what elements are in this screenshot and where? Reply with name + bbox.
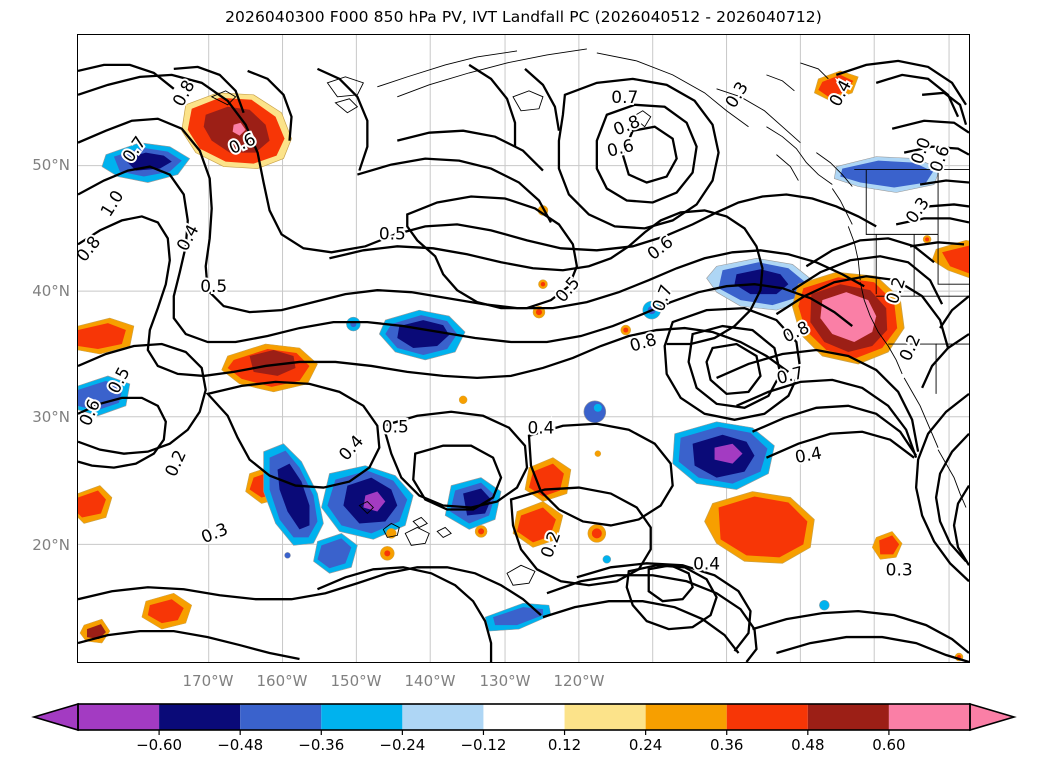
colorbar-swatches xyxy=(0,700,1047,736)
contour-label: 0.3 xyxy=(721,78,752,111)
colorbar-swatch xyxy=(78,704,159,730)
colorbar-swatch xyxy=(808,704,889,730)
contour-label: 0.2 xyxy=(895,331,924,364)
colorbar-swatch xyxy=(565,704,646,730)
colorbar-tick-labels: −0.60 −0.48 −0.36 −0.24 −0.12 0.12 0.24 0.36 0.4… xyxy=(0,736,1047,760)
colorbar-swatch xyxy=(321,704,402,730)
colorbar-swatch xyxy=(727,704,808,730)
colorbar-swatch xyxy=(402,704,483,730)
map-plot-area[interactable]: 0.80.70.61.00.80.40.50.50.70.80.60.30.40… xyxy=(77,34,970,663)
colorbar-tick-label: −0.12 xyxy=(460,736,506,754)
contour-label: 0.2 xyxy=(161,447,190,480)
contour-label: 0.8 xyxy=(627,329,658,356)
contour-label: 0.8 xyxy=(78,232,104,266)
contour-label: 0.5 xyxy=(379,223,406,243)
latitude-tick-label: 30°N xyxy=(10,408,70,426)
longitude-tick-label: 150°W xyxy=(331,672,382,690)
colorbar-tick-label: 0.36 xyxy=(710,736,743,754)
contour-label: 0.4 xyxy=(334,431,367,464)
colorbar-swatch xyxy=(483,704,564,730)
longitude-tick-label: 170°W xyxy=(183,672,234,690)
contour-label: 0.3 xyxy=(886,559,913,579)
contour-label: 0.4 xyxy=(527,418,554,438)
latitude-tick-label: 50°N xyxy=(10,156,70,174)
page-title: 2026040300 F000 850 hPa PV, IVT Landfall… xyxy=(0,8,1047,26)
colorbar-tick-label: −0.60 xyxy=(136,736,182,754)
colorbar-swatch xyxy=(646,704,727,730)
contour-map: 0.80.70.61.00.80.40.50.50.70.80.60.30.40… xyxy=(78,35,969,662)
latitude-axis: 50°N 40°N 30°N 20°N xyxy=(0,0,70,765)
longitude-tick-label: 130°W xyxy=(480,672,531,690)
latitude-tick-label: 40°N xyxy=(10,282,70,300)
contour-label: 0.6 xyxy=(605,135,636,161)
colorbar-extend-min xyxy=(34,704,78,730)
colorbar-swatch xyxy=(889,704,970,730)
contour-label: 0.4 xyxy=(693,553,720,573)
colorbar-tick-label: −0.24 xyxy=(379,736,425,754)
colorbar-swatch xyxy=(240,704,321,730)
contour-label: 1.0 xyxy=(96,187,127,220)
longitude-tick-label: 160°W xyxy=(257,672,308,690)
contour-label: 0.4 xyxy=(793,443,823,467)
contour-label: 0.7 xyxy=(611,87,638,107)
figure-root: 2026040300 F000 850 hPa PV, IVT Landfall… xyxy=(0,0,1047,765)
contour-label: 0.6 xyxy=(643,231,677,263)
latitude-tick-label: 20°N xyxy=(10,536,70,554)
contour-label: 0.5 xyxy=(382,417,409,437)
colorbar-extend-max xyxy=(970,704,1014,730)
colorbar-tick-label: 0.12 xyxy=(548,736,581,754)
contour-label: 0.5 xyxy=(200,276,227,296)
contour-label: 0.7 xyxy=(648,282,677,314)
filled-anomalies xyxy=(78,71,969,661)
colorbar[interactable]: −0.60 −0.48 −0.36 −0.24 −0.12 0.12 0.24 0.36 0.4… xyxy=(0,700,1047,765)
colorbar-tick-label: 0.48 xyxy=(791,736,824,754)
longitude-tick-label: 120°W xyxy=(554,672,605,690)
contour-label: 0.3 xyxy=(198,519,230,548)
colorbar-tick-label: −0.36 xyxy=(298,736,344,754)
longitude-tick-label: 140°W xyxy=(405,672,456,690)
colorbar-tick-label: −0.48 xyxy=(217,736,263,754)
longitude-axis: 170°W 160°W 150°W 140°W 130°W 120°W xyxy=(0,672,1047,696)
colorbar-tick-label: 0.60 xyxy=(872,736,905,754)
colorbar-swatch xyxy=(159,704,240,730)
colorbar-tick-label: 0.24 xyxy=(629,736,662,754)
contour-label: 0.4 xyxy=(172,221,202,254)
